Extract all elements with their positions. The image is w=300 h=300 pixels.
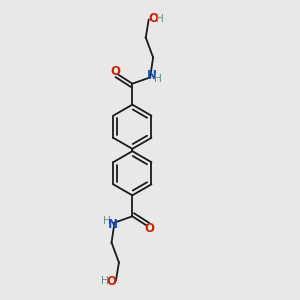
Text: H: H xyxy=(156,14,164,24)
Text: O: O xyxy=(144,222,154,235)
Text: H: H xyxy=(103,216,111,226)
Text: O: O xyxy=(148,12,158,25)
Text: O: O xyxy=(110,65,120,78)
Text: H: H xyxy=(154,74,161,84)
Text: H: H xyxy=(101,276,109,286)
Text: N: N xyxy=(108,218,118,231)
Text: O: O xyxy=(106,275,117,288)
Text: N: N xyxy=(147,69,157,82)
